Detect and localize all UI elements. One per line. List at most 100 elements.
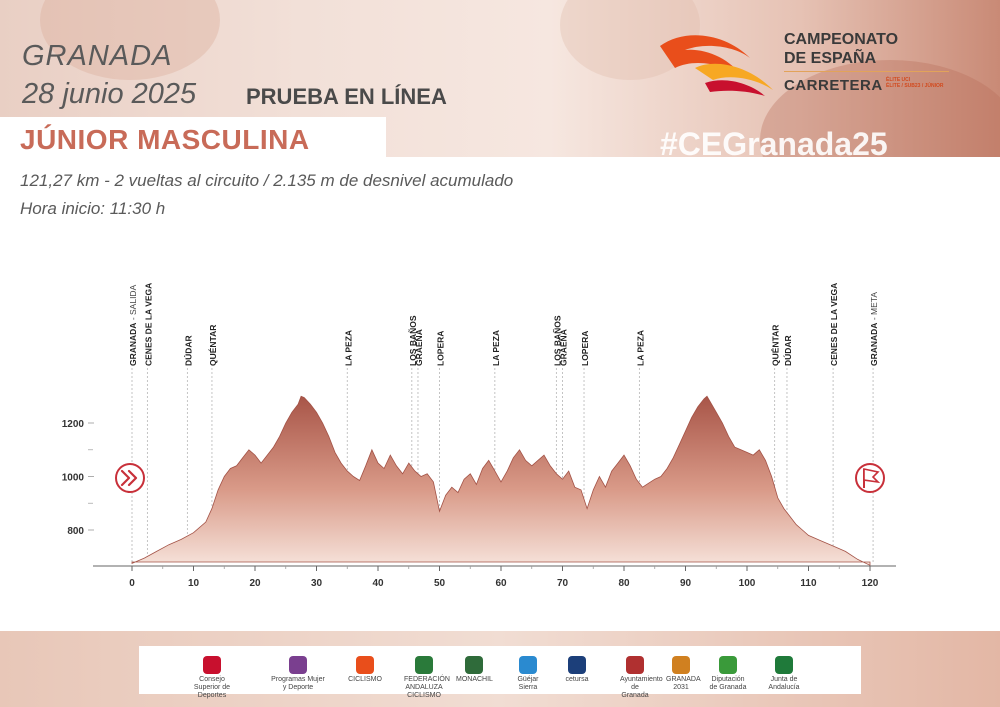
waypoint-label: QUÉNTAR	[208, 325, 218, 366]
distance-info: 121,27 km - 2 vueltas al circuito / 2.13…	[20, 171, 514, 190]
sponsor-name: GRANADA 2031	[666, 676, 701, 691]
sponsor-mark-icon	[465, 656, 483, 674]
waypoint-label: DÚDAR	[182, 335, 193, 366]
finish-marker-icon	[855, 463, 885, 493]
flag-icon	[863, 468, 881, 484]
sponsor-name: Programas Mujer y Deporte	[271, 676, 325, 691]
sponsor-mark-icon	[568, 656, 586, 674]
x-tick-label: 0	[129, 578, 135, 589]
sponsor-name: CICLISMO	[348, 676, 382, 683]
sponsor-logo: cetursa	[552, 656, 602, 684]
x-tick-label: 30	[311, 578, 323, 589]
city-title: GRANADA	[22, 40, 173, 72]
sponsor-name: Güéjar Sierra	[517, 676, 539, 691]
waypoint-label: LOPERA	[580, 331, 590, 366]
waypoint-name: LOS BAÑOS	[552, 315, 562, 366]
x-tick-label: 20	[249, 578, 261, 589]
sponsor-name: Junta de Andalucía	[768, 676, 800, 691]
sponsor-name: Ayuntamiento de Granada	[620, 676, 663, 699]
waypoint-label: GRAEÑA	[414, 329, 424, 366]
start-time-info: Hora inicio: 11:30 h	[20, 199, 166, 218]
sponsor-mark-icon	[356, 656, 374, 674]
sponsor-name: cetursa	[565, 676, 589, 683]
waypoint-label: DÚDAR	[782, 335, 793, 366]
waypoint-label: LA PEZA	[491, 330, 501, 366]
sponsor-logo: GRANADA 2031	[666, 656, 701, 692]
sponsor-mark-icon	[415, 656, 433, 674]
logo-text-4a: ÉLITE UCI	[886, 77, 911, 83]
sponsor-mark-icon	[719, 656, 737, 674]
category-title: JÚNIOR MASCULINA	[20, 124, 310, 155]
waypoint-name: CENES DE LA VEGA	[829, 283, 839, 366]
logo-text-1: CAMPEONATO	[784, 31, 899, 48]
waypoint-sub: - META	[869, 292, 879, 323]
sponsor-logo: Ayuntamiento de Granada	[620, 656, 663, 700]
waypoint-name: LA PEZA	[635, 330, 645, 366]
sponsor-name: MONACHIL	[456, 676, 493, 683]
x-tick-label: 110	[800, 578, 817, 589]
sponsor-mark-icon	[519, 656, 537, 674]
sponsor-name: Diputación de Granada	[709, 676, 747, 691]
waypoint-name: GRANADA	[128, 323, 138, 366]
waypoint-name: LOPERA	[436, 331, 446, 366]
logo-text-4: ÉLITE UCI ÉLITE / SUB23 / JÚNIOR	[886, 77, 966, 89]
waypoint-label: CENES DE LA VEGA	[829, 283, 839, 366]
waypoint-name: QUÉNTAR	[208, 325, 218, 366]
waypoint-name: LA PEZA	[491, 330, 501, 366]
sponsor-mark-icon	[289, 656, 307, 674]
y-tick-label: 1000	[62, 473, 85, 484]
championship-logo-icon	[660, 35, 773, 96]
start-marker-icon	[115, 463, 145, 493]
x-tick-label: 10	[188, 578, 200, 589]
sponsor-logo: FEDERACIÓN ANDALUZA CICLISMO	[404, 656, 450, 700]
waypoint-name: DÚDAR	[782, 335, 793, 366]
sponsor-name: FEDERACIÓN ANDALUZA CICLISMO	[404, 676, 450, 699]
waypoint-name: GRANADA	[869, 323, 879, 366]
waypoint-label: LOS BAÑOS	[408, 315, 418, 366]
waypoint-name: LOPERA	[580, 331, 590, 366]
sponsor-bar	[139, 646, 861, 694]
elevation-area	[131, 395, 871, 566]
x-tick-label: 50	[434, 578, 446, 589]
waypoint-name: LA PEZA	[343, 330, 353, 366]
y-tick-label: 1200	[62, 419, 85, 430]
x-tick-label: 120	[862, 578, 879, 589]
x-tick-label: 40	[372, 578, 384, 589]
waypoint-sub: - SALIDA	[128, 284, 138, 322]
waypoint-name: GRAEÑA	[414, 329, 424, 366]
sponsor-name: Consejo Superior de Deportes	[193, 676, 231, 699]
waypoint-label: LA PEZA	[635, 330, 645, 366]
x-tick-label: 70	[557, 578, 569, 589]
chevron-icon	[120, 469, 138, 487]
waypoint-label: CENES DE LA VEGA	[143, 283, 153, 366]
sponsor-logo: MONACHIL	[456, 656, 493, 684]
waypoint-name: DÚDAR	[182, 335, 193, 366]
sponsor-logo: Consejo Superior de Deportes	[186, 656, 238, 700]
sponsor-mark-icon	[775, 656, 793, 674]
waypoint-name: QUÉNTAR	[771, 325, 781, 366]
waypoint-label: LOPERA	[436, 331, 446, 366]
logo-text-2: DE ESPAÑA	[784, 50, 877, 67]
sponsor-logo: Junta de Andalucía	[760, 656, 808, 692]
waypoint-name: GRAEÑA	[559, 329, 569, 366]
sponsor-mark-icon	[672, 656, 690, 674]
x-tick-label: 100	[739, 578, 756, 589]
category-box	[0, 117, 386, 159]
sponsor-mark-icon	[626, 656, 644, 674]
waypoint-label: QUÉNTAR	[771, 325, 781, 366]
logo-text-3: CARRETERA	[784, 77, 883, 94]
race-type: PRUEBA EN LÍNEA	[246, 84, 447, 109]
sponsor-logo: Programas Mujer y Deporte	[270, 656, 326, 692]
hashtag: #CEGranada25	[660, 126, 888, 162]
x-tick-label: 90	[680, 578, 692, 589]
waypoint-label: LOS BAÑOS	[552, 315, 562, 366]
x-tick-label: 80	[618, 578, 630, 589]
logo-divider	[784, 71, 949, 72]
sponsor-logo: CICLISMO	[340, 656, 390, 684]
waypoint-name: LOS BAÑOS	[408, 315, 418, 366]
y-tick-label: 800	[67, 526, 84, 537]
sponsor-mark-icon	[203, 656, 221, 674]
logo-text-4b: ÉLITE / SUB23 / JÚNIOR	[886, 83, 944, 89]
race-date: 28 junio 2025	[22, 78, 197, 110]
